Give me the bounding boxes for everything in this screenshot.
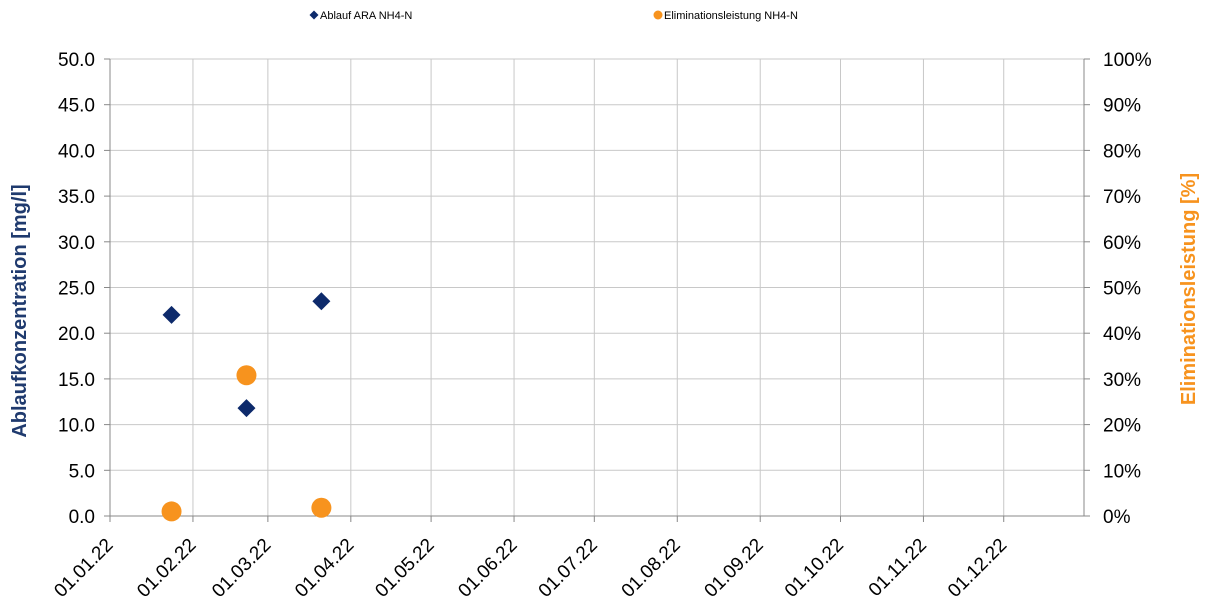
- y-right-axis-title: Eliminationsleistung [%]: [1178, 173, 1200, 405]
- right-tick-label: 60%: [1103, 233, 1141, 254]
- x-tick-label: 01.08.22: [618, 535, 685, 602]
- left-tick-label: 0.0: [69, 507, 95, 528]
- data-points: [161, 292, 332, 522]
- right-tick-label: 90%: [1103, 96, 1141, 117]
- axes: [104, 58, 1090, 522]
- left-tick-label: 40.0: [58, 141, 95, 162]
- x-tick-label: 01.02.22: [133, 535, 200, 602]
- gridlines: [110, 58, 1084, 516]
- x-tick-label: 01.11.22: [865, 535, 931, 601]
- right-tick-label: 100%: [1103, 50, 1152, 71]
- x-tick-label: 01.03.22: [208, 535, 275, 602]
- left-tick-label: 15.0: [58, 370, 95, 391]
- right-tick-label: 70%: [1103, 187, 1141, 208]
- elimination-circle-point: [311, 497, 332, 518]
- x-tick-label: 01.06.22: [454, 535, 521, 602]
- elimination-circle-point: [161, 501, 182, 522]
- ablauf-diamond-point: [162, 305, 181, 324]
- x-tick-label: 01.05.22: [371, 535, 438, 602]
- legend-diamond-icon: [309, 10, 319, 20]
- left-tick-label: 25.0: [58, 279, 95, 300]
- left-tick-label: 10.0: [58, 416, 95, 437]
- left-tick-label: 30.0: [58, 233, 95, 254]
- x-tick-label: 01.09.22: [701, 535, 768, 602]
- legend-label: Ablauf ARA NH4-N: [320, 10, 412, 22]
- right-tick-label: 0%: [1103, 507, 1131, 528]
- right-tick-label: 40%: [1103, 324, 1141, 345]
- right-axis-ticks: 0% 10% 20% 30% 40% 50% 60% 70% 80% 90% 100%: [1103, 50, 1152, 528]
- right-tick-label: 10%: [1103, 461, 1141, 482]
- x-tick-label: 01.04.22: [291, 535, 358, 602]
- left-tick-label: 50.0: [58, 50, 95, 71]
- x-axis-ticks: 01.01.22 01.02.22 01.03.22 01.04.22 01.05.22…: [50, 535, 1011, 602]
- right-tick-label: 80%: [1103, 141, 1141, 162]
- x-tick-label: 01.10.22: [781, 535, 848, 602]
- elimination-circle-point: [236, 365, 257, 386]
- left-tick-label: 20.0: [58, 324, 95, 345]
- left-tick-label: 35.0: [58, 187, 95, 208]
- x-tick-label: 01.07.22: [535, 535, 602, 602]
- left-tick-label: 5.0: [69, 461, 95, 482]
- ablauf-diamond-point: [237, 399, 256, 418]
- ablauf-diamond-point: [312, 292, 331, 311]
- legend-label: Eliminationsleistung NH4-N: [664, 10, 798, 22]
- right-tick-label: 30%: [1103, 370, 1141, 391]
- right-tick-label: 50%: [1103, 279, 1141, 300]
- left-axis-ticks: 0.0 5.0 10.0 15.0 20.0 25.0 30.0 35.0 40.0 45.0 50…: [58, 50, 95, 528]
- legend-circle-icon: [653, 10, 663, 20]
- legend: Ablauf ARA NH4-N Eliminationsleistung NH4…: [309, 10, 798, 22]
- y-left-axis-title: Ablaufkonzentration [mg/l]: [9, 184, 31, 437]
- x-tick-label: 01.01.22: [50, 535, 117, 602]
- left-tick-label: 45.0: [58, 96, 95, 117]
- x-tick-label: 01.12.22: [944, 535, 1011, 602]
- right-tick-label: 20%: [1103, 416, 1141, 437]
